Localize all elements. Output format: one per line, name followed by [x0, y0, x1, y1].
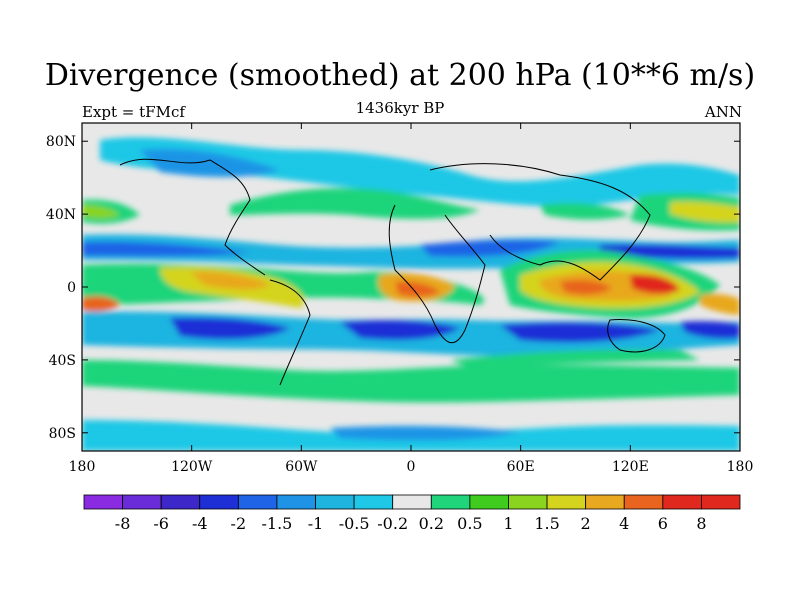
colorbar-label: -4 — [192, 514, 208, 533]
colorbar-label: -6 — [153, 514, 169, 533]
colorbar-label: 1 — [503, 514, 513, 533]
colorbar-labels: -8 -6 -4 -2 -1.5 -1 -0.5 -0.2 0.2 0.5 1 1.5 2 4 6 8 — [115, 514, 707, 533]
colorbar-swatch — [623, 494, 664, 510]
colorbar-swatch — [701, 494, 741, 510]
colorbar-label: 1.5 — [534, 514, 559, 533]
lon-tick-label: 60W — [285, 459, 318, 475]
time-label: 1436kyr BP — [355, 99, 445, 117]
plot-title: Divergence (smoothed) at 200 hPa (10**6 … — [44, 58, 756, 93]
lat-tick-label: 40S — [49, 353, 76, 369]
lat-tick-label: 0 — [67, 280, 76, 296]
colorbar-label: -8 — [115, 514, 131, 533]
colorbar-label: -0.2 — [377, 514, 408, 533]
lon-tick-label: 180 — [69, 459, 96, 475]
colorbar-swatch — [160, 494, 201, 510]
lon-tick-label: 60E — [507, 459, 535, 475]
lon-tick-label: 180 — [727, 459, 754, 475]
season-label: ANN — [704, 103, 742, 121]
colorbar-swatch — [122, 494, 162, 510]
lon-tick-label: 120W — [171, 459, 213, 475]
colorbar-swatch — [585, 494, 625, 510]
colorbar-swatch — [276, 494, 316, 510]
colorbar-swatch — [199, 494, 239, 510]
coastlines — [119, 158, 666, 386]
colorbar-label: 8 — [696, 514, 706, 533]
colorbar-swatch — [237, 494, 278, 510]
colorbar-label: -1 — [308, 514, 324, 533]
colorbar-swatch — [315, 494, 355, 510]
divergence-field — [82, 137, 740, 451]
longitude-axis: 180 120W 60W 0 60E 120E 180 — [69, 123, 754, 475]
colorbar-swatch — [546, 494, 587, 510]
colorbar-swatch — [392, 494, 432, 510]
colorbar-swatch — [353, 494, 394, 510]
colorbar-label: 4 — [619, 514, 629, 533]
colorbar-label: -1.5 — [262, 514, 293, 533]
latitude-axis: 80N 40N 0 40S 80S — [46, 134, 740, 442]
colorbar-label: 0.2 — [419, 514, 444, 533]
lat-tick-label: 80N — [46, 134, 76, 150]
map-panel — [82, 123, 740, 451]
lon-tick-label: 120E — [612, 459, 649, 475]
colorbar-label: 2 — [581, 514, 591, 533]
colorbar-label: 0.5 — [457, 514, 482, 533]
lon-tick-label: 0 — [407, 459, 416, 475]
colorbar-swatch — [662, 494, 702, 510]
colorbar-label: -0.5 — [339, 514, 370, 533]
colorbar-swatch — [508, 494, 548, 510]
experiment-label: Expt = tFMcf — [82, 103, 185, 121]
colorbar-swatch — [430, 494, 471, 510]
colorbar-swatch — [83, 494, 123, 510]
colorbar — [83, 494, 741, 510]
colorbar-label: -2 — [231, 514, 247, 533]
colorbar-swatch — [469, 494, 509, 510]
lat-tick-label: 80S — [49, 426, 76, 442]
lat-tick-label: 40N — [46, 207, 76, 223]
colorbar-label: 6 — [658, 514, 668, 533]
